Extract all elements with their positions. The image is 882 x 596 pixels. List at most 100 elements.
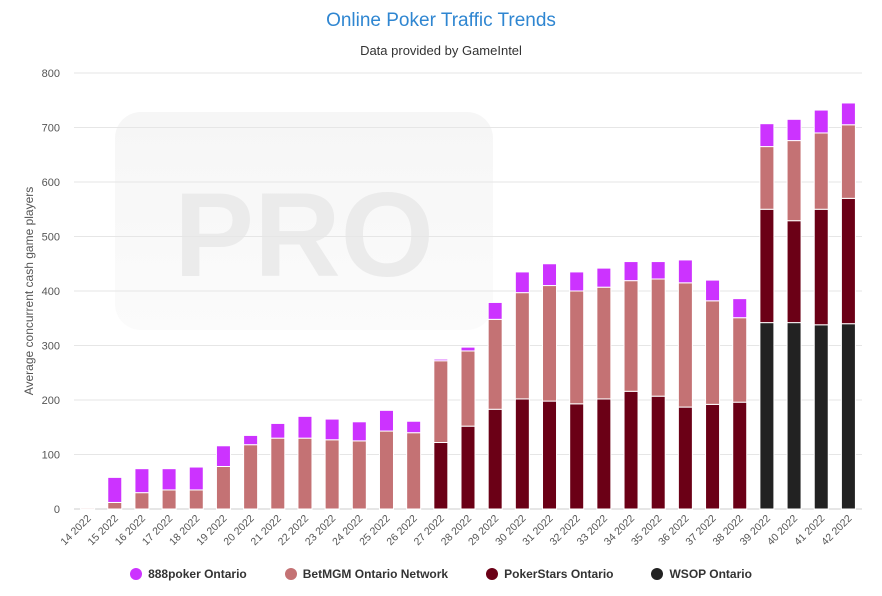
bar-segment[interactable] [596,267,612,288]
bar-segment[interactable] [433,442,449,510]
bar-segment[interactable] [813,208,829,326]
bar-segment[interactable] [813,324,829,510]
legend-item[interactable]: BetMGM Ontario Network [284,567,448,581]
bar-segment[interactable] [324,418,340,441]
bar-segment[interactable] [215,465,231,510]
bar-segment[interactable] [542,263,558,287]
bar-segment[interactable] [786,220,802,324]
y-tick-label: 600 [42,177,60,189]
bar-segment[interactable] [759,123,775,148]
bar-segment[interactable] [596,398,612,510]
bar-segment[interactable] [623,280,639,392]
bar-segment[interactable] [569,403,585,510]
bar-segment[interactable] [650,278,666,397]
y-tick-label: 200 [42,395,60,407]
bar-segment[interactable] [161,489,177,510]
bar-segment[interactable] [623,390,639,510]
bar-segment[interactable] [378,430,394,510]
bar-segment[interactable] [813,132,829,210]
bar-segment[interactable] [378,409,394,432]
watermark-box [115,112,493,330]
bar-segment[interactable] [243,434,259,446]
bar-segment[interactable] [569,271,585,292]
bar-segment[interactable] [297,437,313,510]
y-tick-label: 300 [42,341,60,353]
bar-segment[interactable] [596,286,612,400]
bar-segment[interactable] [677,259,693,284]
bar-segment[interactable] [650,395,666,510]
bar-segment[interactable] [270,437,286,510]
y-tick-label: 0 [54,504,60,516]
bar-segment[interactable] [270,422,286,439]
bar-segment[interactable] [487,318,503,410]
bar-segment[interactable] [514,398,530,510]
legend-swatch [130,568,143,580]
bar-segment[interactable] [107,476,123,503]
bar-segment[interactable] [840,124,856,199]
bar-segment[interactable] [786,140,802,222]
bar-segment[interactable] [786,322,802,510]
bar-segment[interactable] [840,197,856,325]
x-tick-label: 42 2022 [819,513,854,548]
bar-segment[interactable] [705,403,721,510]
bar-segment[interactable] [161,468,177,491]
bar-segment[interactable] [487,301,503,320]
bar-segment[interactable] [460,425,476,510]
bar-segment[interactable] [759,322,775,510]
bar-segment[interactable] [433,360,449,444]
bar-segment[interactable] [324,439,340,510]
bar-segment[interactable] [732,317,748,403]
y-tick-label: 700 [42,123,60,135]
bar-segment[interactable] [297,415,313,439]
legend-item[interactable]: 888poker Ontario [130,567,247,581]
bar-segment[interactable] [80,507,96,510]
bar-segment[interactable] [243,444,259,510]
bar-segment[interactable] [650,261,666,280]
bar-segment[interactable] [134,468,150,494]
bar-segment[interactable] [351,421,367,442]
bar-segment[interactable] [351,440,367,510]
bar-segment[interactable] [406,432,422,510]
bar-segment[interactable] [514,271,530,294]
bar-segment[interactable] [732,401,748,510]
bar-segment[interactable] [677,282,693,408]
bar-segment[interactable] [460,346,476,352]
legend-swatch [284,568,297,580]
watermark-text: PRO [174,168,434,302]
legend-label: 888poker Ontario [148,567,247,581]
y-tick-label: 800 [42,68,60,80]
bar-segment[interactable] [759,208,775,324]
bar-segment[interactable] [840,323,856,510]
bar-segment[interactable] [406,420,422,434]
bar-segment[interactable] [433,358,449,362]
bar-segment[interactable] [460,350,476,427]
legend-item[interactable]: PokerStars Ontario [486,567,613,581]
bar-segment[interactable] [569,290,585,405]
bar-segment[interactable] [705,300,721,405]
bar-segment[interactable] [542,285,558,402]
bar-segment[interactable] [840,102,856,126]
bar-segment[interactable] [134,492,150,510]
y-tick-label: 100 [42,450,60,462]
legend-swatch [486,568,499,580]
bar-segment[interactable] [705,279,721,302]
bar-segment[interactable] [188,466,204,491]
legend-item[interactable]: WSOP Ontario [651,567,752,581]
bar-segment[interactable] [813,109,829,134]
bar-segment[interactable] [514,292,530,400]
y-tick-label: 400 [42,286,60,298]
bar-segment[interactable] [188,489,204,510]
chart-title: Online Poker Traffic Trends [326,10,556,31]
bar-segment[interactable] [107,501,123,510]
bar-segment[interactable] [786,118,802,142]
bar-segment[interactable] [215,445,231,467]
bar-segment[interactable] [623,261,639,282]
legend-label: PokerStars Ontario [504,567,614,581]
bar-segment[interactable] [542,400,558,510]
bar-segment[interactable] [677,406,693,510]
bar-segment[interactable] [732,298,748,319]
chart-legend: 888poker Ontario BetMGM Ontario Network Po… [0,567,882,581]
bar-segment[interactable] [487,408,503,510]
bar-segment[interactable] [759,146,775,210]
